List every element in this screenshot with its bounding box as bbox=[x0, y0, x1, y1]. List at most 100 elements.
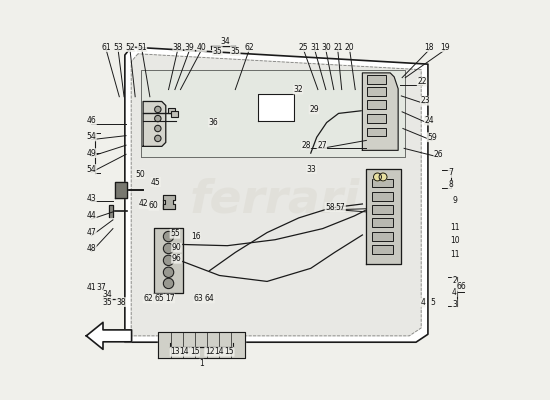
Text: 64: 64 bbox=[205, 294, 214, 303]
Text: 35: 35 bbox=[102, 298, 112, 306]
Circle shape bbox=[379, 173, 387, 181]
Bar bbox=[367, 87, 386, 96]
Text: 3: 3 bbox=[452, 300, 457, 308]
Text: 40: 40 bbox=[197, 42, 206, 52]
Polygon shape bbox=[116, 182, 127, 198]
Text: 13: 13 bbox=[170, 347, 180, 356]
Text: 52: 52 bbox=[125, 42, 135, 52]
Text: 4: 4 bbox=[420, 298, 425, 307]
Bar bbox=[372, 192, 393, 201]
Text: 19: 19 bbox=[440, 42, 450, 52]
Text: 11: 11 bbox=[450, 250, 459, 259]
Text: 55: 55 bbox=[170, 229, 180, 238]
Bar bbox=[367, 128, 386, 136]
Circle shape bbox=[373, 173, 382, 181]
Polygon shape bbox=[143, 102, 166, 146]
Text: 32: 32 bbox=[293, 85, 303, 94]
Circle shape bbox=[163, 267, 174, 278]
Circle shape bbox=[163, 255, 174, 266]
Text: 57: 57 bbox=[336, 203, 345, 212]
Text: 36: 36 bbox=[208, 118, 218, 127]
Text: 45: 45 bbox=[151, 178, 161, 187]
Circle shape bbox=[155, 135, 161, 142]
Text: 34: 34 bbox=[221, 37, 230, 46]
Text: 14: 14 bbox=[180, 347, 189, 356]
Text: 37: 37 bbox=[96, 283, 106, 292]
Text: 39: 39 bbox=[185, 42, 195, 52]
Text: 50: 50 bbox=[135, 170, 145, 179]
Text: 49: 49 bbox=[86, 149, 96, 158]
Text: 33: 33 bbox=[307, 164, 316, 174]
Circle shape bbox=[163, 231, 174, 242]
Text: 46: 46 bbox=[86, 116, 96, 125]
Text: 4: 4 bbox=[452, 288, 457, 297]
Text: 28: 28 bbox=[301, 141, 311, 150]
Polygon shape bbox=[158, 332, 245, 358]
Text: 62: 62 bbox=[143, 294, 153, 303]
Bar bbox=[372, 245, 393, 254]
Polygon shape bbox=[125, 47, 428, 342]
Text: 9: 9 bbox=[452, 196, 457, 205]
Bar bbox=[372, 178, 393, 187]
Text: 10: 10 bbox=[450, 236, 459, 245]
Text: 66: 66 bbox=[456, 282, 466, 291]
Circle shape bbox=[155, 106, 161, 113]
Text: 31: 31 bbox=[310, 42, 320, 52]
Text: 62: 62 bbox=[244, 42, 254, 52]
Polygon shape bbox=[154, 228, 183, 293]
Polygon shape bbox=[141, 70, 405, 157]
Text: 16: 16 bbox=[191, 232, 200, 241]
Text: 12: 12 bbox=[205, 347, 214, 356]
Text: 1: 1 bbox=[199, 359, 204, 368]
Polygon shape bbox=[163, 195, 175, 209]
Text: 5: 5 bbox=[431, 298, 436, 307]
Text: 59: 59 bbox=[427, 133, 437, 142]
Polygon shape bbox=[258, 94, 294, 121]
Bar bbox=[367, 100, 386, 109]
Text: 60: 60 bbox=[149, 202, 159, 210]
Text: 61: 61 bbox=[101, 42, 111, 52]
Text: 14: 14 bbox=[214, 347, 224, 356]
Text: 44: 44 bbox=[86, 211, 96, 220]
Text: 25: 25 bbox=[299, 42, 309, 52]
Bar bbox=[168, 108, 175, 114]
Text: 30: 30 bbox=[321, 42, 331, 52]
Polygon shape bbox=[362, 73, 398, 150]
Text: 7: 7 bbox=[448, 168, 453, 178]
Text: 35: 35 bbox=[212, 46, 222, 56]
Text: 58: 58 bbox=[325, 203, 334, 212]
Text: 53: 53 bbox=[113, 42, 123, 52]
Polygon shape bbox=[86, 322, 131, 349]
Circle shape bbox=[163, 278, 174, 288]
Text: 18: 18 bbox=[425, 42, 434, 52]
Text: 47: 47 bbox=[86, 228, 96, 237]
Polygon shape bbox=[109, 205, 113, 217]
Text: 48: 48 bbox=[87, 244, 96, 253]
Circle shape bbox=[155, 115, 161, 122]
Text: 54: 54 bbox=[86, 164, 96, 174]
Text: 96: 96 bbox=[172, 254, 182, 263]
Text: 41: 41 bbox=[87, 283, 96, 292]
Bar bbox=[367, 114, 386, 122]
Text: 15: 15 bbox=[190, 347, 200, 356]
Polygon shape bbox=[131, 54, 421, 336]
Text: 11: 11 bbox=[450, 222, 459, 232]
Text: 51: 51 bbox=[137, 42, 147, 52]
Bar bbox=[372, 232, 393, 240]
Text: 20: 20 bbox=[345, 42, 355, 52]
Text: 17: 17 bbox=[165, 294, 174, 303]
Text: 34: 34 bbox=[102, 290, 112, 299]
Bar bbox=[171, 111, 178, 116]
Text: 26: 26 bbox=[434, 150, 443, 159]
Text: 29: 29 bbox=[309, 105, 319, 114]
Text: 90: 90 bbox=[172, 243, 182, 252]
Text: 38: 38 bbox=[116, 298, 126, 306]
Text: 35: 35 bbox=[230, 46, 240, 56]
Text: 23: 23 bbox=[420, 96, 430, 105]
Text: 63: 63 bbox=[194, 294, 204, 303]
Text: 38: 38 bbox=[173, 42, 183, 52]
Bar bbox=[372, 218, 393, 227]
Text: 65: 65 bbox=[154, 294, 164, 303]
Text: 27: 27 bbox=[317, 141, 327, 150]
Text: 15: 15 bbox=[224, 347, 234, 356]
